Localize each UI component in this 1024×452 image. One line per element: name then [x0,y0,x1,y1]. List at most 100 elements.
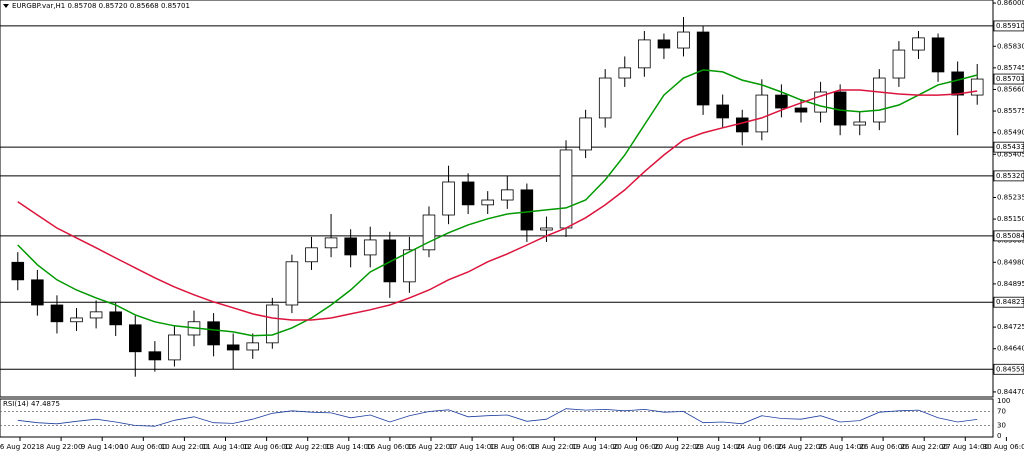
rsi-tick-label: 0 [997,432,1001,440]
candle-body [344,237,357,256]
candle-body [50,304,64,323]
candle-body [873,77,886,123]
candle-body [442,181,455,216]
header: EURGBP.var,H1 0.85708 0.85720 0.85668 0.… [12,2,190,10]
y-tick-label: 0.85830 [997,42,1024,50]
candle-body [383,239,397,283]
x-tick-label: 9 Aug 14:00 [81,443,124,451]
candle-body [794,107,808,113]
candle-body [70,317,83,323]
x-tick-label: 12 Aug 06:00 [243,443,290,451]
candle-body [148,351,162,361]
candle-body [285,261,299,306]
x-tick-label: 19 Aug 14:00 [572,443,619,451]
level-tag [993,363,1024,375]
candle-body [422,214,436,251]
rsi-tick-label: 30 [997,422,1006,430]
y-tick-label: 0.84470 [997,388,1024,396]
level-label: 0.85084 [996,232,1024,240]
candle-body [735,117,749,133]
candle-body [226,344,240,351]
candle-body [618,67,632,79]
level-label: 0.85433 [996,143,1024,151]
y-tick-label: 0.84895 [997,280,1024,288]
level-label: 0.85910 [996,22,1024,30]
candle-body [657,39,671,49]
x-tick-label: 26 Aug 22:00 [901,443,948,451]
candle-body [716,104,729,119]
last-price-tag [993,73,1024,85]
x-tick-label: 20 Aug 06:00 [613,443,660,451]
x-tick-label: 8 Aug 22:00 [40,443,83,451]
x-tick-label: 20 Aug 22:00 [654,443,701,451]
rsi-tick-label: 70 [997,408,1006,416]
level-tag [993,230,1024,242]
candle-body [814,91,827,113]
candle-body [11,261,25,281]
candle-body [481,199,494,206]
candle-body [207,321,220,346]
x-tick-label: 6 Aug 2021 [0,443,40,451]
candle-body [853,121,867,126]
x-tick-label: 26 Aug 06:00 [859,443,906,451]
x-tick-label: 24 Aug 22:00 [777,443,824,451]
candle-body [31,279,44,306]
candle-body [775,94,788,109]
candle-body [89,311,103,319]
level-tag [993,170,1024,182]
last-price-label: 0.85701 [996,75,1024,83]
moving-average [17,69,978,337]
rsi-line [17,408,978,427]
y-tick-label: 0.85150 [997,215,1024,223]
x-tick-label: 11 Aug 14:00 [202,443,249,451]
candle-body [266,304,279,344]
y-tick-label: 0.85660 [997,85,1024,93]
candle-body [970,78,984,96]
candle-body [598,77,612,119]
x-tick-label: 17 Aug 14:00 [448,443,495,451]
y-tick-label: 0.85490 [997,129,1024,137]
y-tick-label: 0.84980 [997,258,1024,266]
x-tick-label: 27 Aug 14:00 [942,443,989,451]
y-tick-label: 0.86000 [997,0,1024,7]
candle-body [128,324,142,353]
x-tick-label: 10 Aug 06:00 [120,443,167,451]
candle-body [755,94,769,133]
candle-body [951,71,964,96]
candle-body [305,247,318,263]
menu-arrow [3,4,9,8]
y-tick-label: 0.85575 [997,107,1024,115]
candle-body [363,239,377,256]
candle-body [559,149,573,229]
x-tick-label: 16 Aug 22:00 [407,443,454,451]
level-tag [993,20,1024,32]
x-tick-label: 13 Aug 14:00 [325,443,372,451]
rsi-panel [0,398,994,438]
level-tag [993,296,1024,308]
candle-body [912,37,925,51]
candle-body [109,311,122,326]
level-label: 0.84823 [996,298,1024,306]
level-label: 0.85320 [996,172,1024,180]
candle-body [931,37,945,73]
candle-body [246,342,260,351]
main-panel [0,0,994,398]
y-tick-label: 0.85405 [997,150,1024,158]
candle-body [520,189,534,231]
x-tick-label: 23 Aug 14:00 [695,443,742,451]
x-tick-label: 24 Aug 06:00 [736,443,783,451]
moving-average [17,89,978,321]
x-tick-label: 12 Aug 22:00 [284,443,331,451]
level-label: 0.84559 [996,365,1024,373]
candle-body [324,237,338,249]
candle-body [638,39,651,69]
candle-body [403,249,416,283]
candle-body [540,227,553,231]
y-tick-label: 0.84640 [997,345,1024,353]
x-tick-label: 18 Aug 22:00 [531,443,578,451]
candle-body [461,181,475,206]
x-tick-label: 16 Aug 06:00 [366,443,413,451]
candle-body [696,31,710,106]
y-tick-label: 0.84725 [997,323,1024,331]
